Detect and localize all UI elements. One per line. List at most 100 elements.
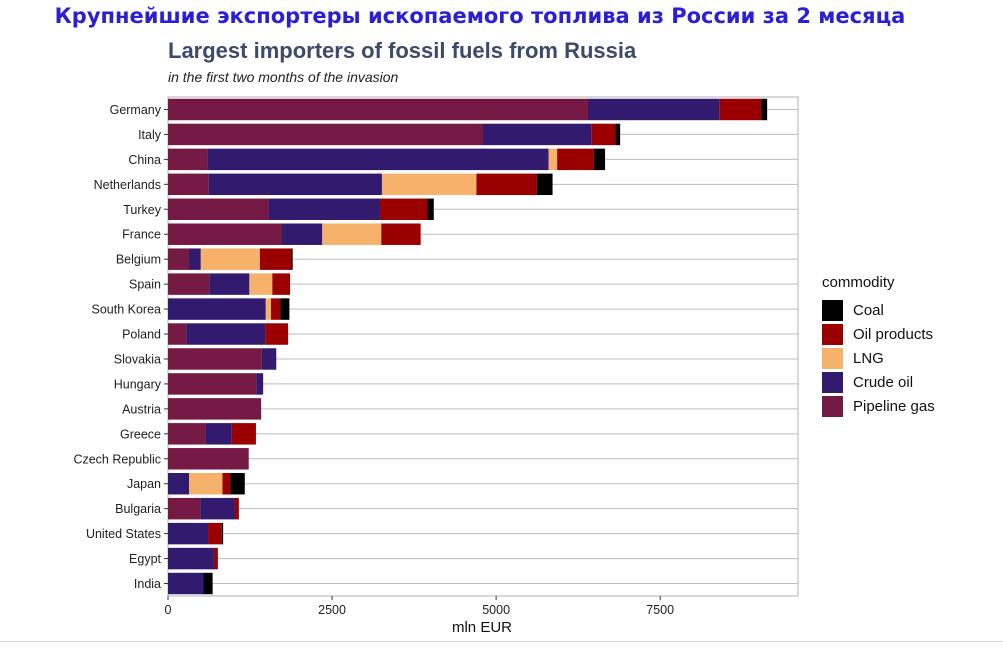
bar-turkey-oil-products [379,198,428,221]
legend: commodity Coal Oil products LNG Crude oil Pi… [822,274,935,418]
bar-france-lng [322,223,382,245]
bar-japan-oil-products [222,472,231,495]
bar-hungary-pipeline-gas [168,373,257,395]
bar-united-states-crude-oil [168,522,209,545]
bar-germany-pipeline-gas [168,98,588,121]
legend-label: LNG [853,349,884,367]
bar-japan-coal [230,472,245,495]
y-tick-label: Greece [120,427,161,441]
x-tick-label: 0 [165,603,172,617]
bar-italy-oil-products [591,123,616,146]
y-tick-label: Turkey [123,203,161,217]
bar-france-pipeline-gas [168,223,282,245]
bar-greece-pipeline-gas [168,423,206,445]
bar-india-coal [203,572,213,595]
bar-belgium-oil-products [259,248,292,270]
bar-united-states-oil-products [208,522,222,545]
x-tick-label: 2500 [318,603,346,617]
legend-swatch [822,395,843,417]
y-tick-label: France [122,228,161,242]
bar-czech-republic-pipeline-gas [168,448,249,470]
y-tick-label: United States [86,527,161,541]
y-tick-label: Poland [122,328,161,342]
bar-south-korea-lng [265,298,272,320]
y-tick-label: Hungary [114,377,162,391]
legend-swatch [822,323,843,345]
overlay-title: Крупнейшие экспортеры ископаемого топлив… [54,4,906,28]
y-tick-label: South Korea [92,303,162,317]
y-tick-label: Egypt [129,552,161,566]
bar-china-lng [548,148,558,171]
y-tick-label: China [128,153,161,167]
bar-united-states-coal [221,522,224,545]
bar-italy-crude-oil [483,123,592,146]
legend-item-coal: Coal [822,298,935,322]
bar-germany-crude-oil [588,98,720,121]
y-tick-label: Japan [127,477,161,491]
bottom-divider [0,641,1003,642]
x-tick-label: 5000 [482,603,510,617]
y-tick-label: Austria [122,402,161,416]
bar-italy-pipeline-gas [168,123,483,146]
legend-swatch [822,371,843,393]
bar-germany-oil-products [719,98,762,121]
bar-japan-crude-oil [168,472,189,495]
bar-turkey-pipeline-gas [168,198,269,221]
x-axis-label: mln EUR [452,619,512,636]
chart-subtitle: in the first two months of the invasion [168,69,399,85]
legend-label: Pipeline gas [853,397,935,415]
bar-egypt-oil-products [213,547,218,570]
bar-poland-crude-oil [186,323,266,345]
bar-slovakia-pipeline-gas [168,348,262,370]
y-tick-label: Italy [138,128,162,142]
legend-swatch [822,299,843,321]
legend-swatch [822,347,843,369]
bar-bulgaria-crude-oil [200,497,235,520]
y-tick-label: Czech Republic [73,452,161,466]
bar-germany-coal [761,98,768,121]
bar-poland-oil-products [265,323,289,345]
bar-belgium-coal [291,248,293,270]
chart-title: Largest importers of fossil fuels from R… [168,38,637,63]
bar-egypt-crude-oil [168,547,214,570]
legend-item-lng: LNG [822,346,935,370]
plot-panel [167,96,799,597]
legend-item-oil-products: Oil products [822,322,935,346]
bar-bulgaria-oil-products [234,497,239,520]
bar-austria-pipeline-gas [168,398,262,420]
bar-netherlands-coal [536,173,553,196]
y-tick-label: Bulgaria [115,502,161,516]
bar-japan-lng [189,472,223,495]
y-tick-label: Germany [110,103,162,117]
bar-belgium-crude-oil [189,248,201,270]
bar-spain-lng [249,273,273,295]
bar-slovakia-crude-oil [261,348,277,370]
bar-spain-crude-oil [209,273,250,295]
bar-italy-coal [615,123,621,146]
y-tick-label: Belgium [116,253,161,267]
legend-label: Oil products [853,325,934,343]
bar-bulgaria-pipeline-gas [168,497,201,520]
legend-title: commodity [822,274,895,291]
x-tick-label: 7500 [646,603,674,617]
bar-india-crude-oil [168,572,204,595]
y-tick-label: Slovakia [114,352,161,366]
y-tick-label: Spain [129,278,161,292]
y-tick-label: India [134,577,161,591]
legend-item-crude-oil: Crude oil [822,370,935,394]
legend-label: Crude oil [853,373,914,391]
bar-south-korea-crude-oil [168,298,266,320]
bar-netherlands-crude-oil [208,173,382,196]
bar-china-oil-products [557,148,594,171]
bar-france-oil-products [381,223,421,245]
y-tick-label: Netherlands [94,178,161,192]
bar-turkey-crude-oil [268,198,380,221]
bar-hungary-crude-oil [256,373,264,395]
bar-china-pipeline-gas [168,148,208,171]
bar-turkey-coal [427,198,434,221]
bar-spain-oil-products [272,273,291,295]
bar-france-crude-oil [281,223,323,245]
bar-china-coal [593,148,606,171]
bar-greece-oil-products [231,423,256,445]
